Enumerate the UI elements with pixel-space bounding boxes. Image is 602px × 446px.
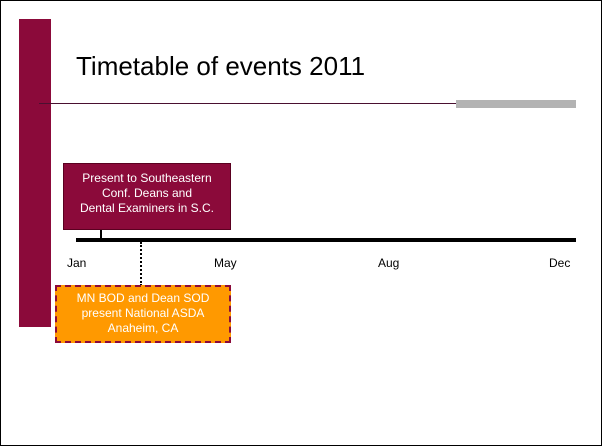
event-text: present National ASDA xyxy=(81,306,205,320)
event-text: Dental Examiners in S.C. xyxy=(79,201,215,215)
timeline-label: Dec xyxy=(549,256,571,270)
event-text: Present to Southeastern xyxy=(82,171,212,185)
title-accent xyxy=(456,100,576,108)
timeline-axis xyxy=(76,238,576,242)
event-text: MN BOD and Dean SOD xyxy=(76,291,210,305)
event-text: Conf. Deans and xyxy=(101,186,193,200)
event-text: Anaheim, CA xyxy=(107,321,179,335)
event-connector xyxy=(100,229,102,240)
event-connector xyxy=(140,242,142,286)
side-band xyxy=(19,19,51,327)
timeline-label: May xyxy=(214,256,237,270)
event-box: MN BOD and Dean SOD present National ASD… xyxy=(55,285,231,343)
title-rule xyxy=(39,103,576,104)
event-box: Present to Southeastern Conf. Deans and … xyxy=(63,163,231,230)
slide-title: Timetable of events 2011 xyxy=(76,51,366,81)
timeline-label: Jan xyxy=(67,256,87,270)
timeline-label: Aug xyxy=(378,256,400,270)
